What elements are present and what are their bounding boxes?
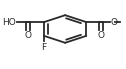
Text: O: O — [97, 31, 104, 40]
Text: HO: HO — [2, 18, 16, 27]
Text: F: F — [41, 43, 47, 52]
Text: O: O — [25, 31, 32, 40]
Text: O: O — [111, 18, 118, 27]
